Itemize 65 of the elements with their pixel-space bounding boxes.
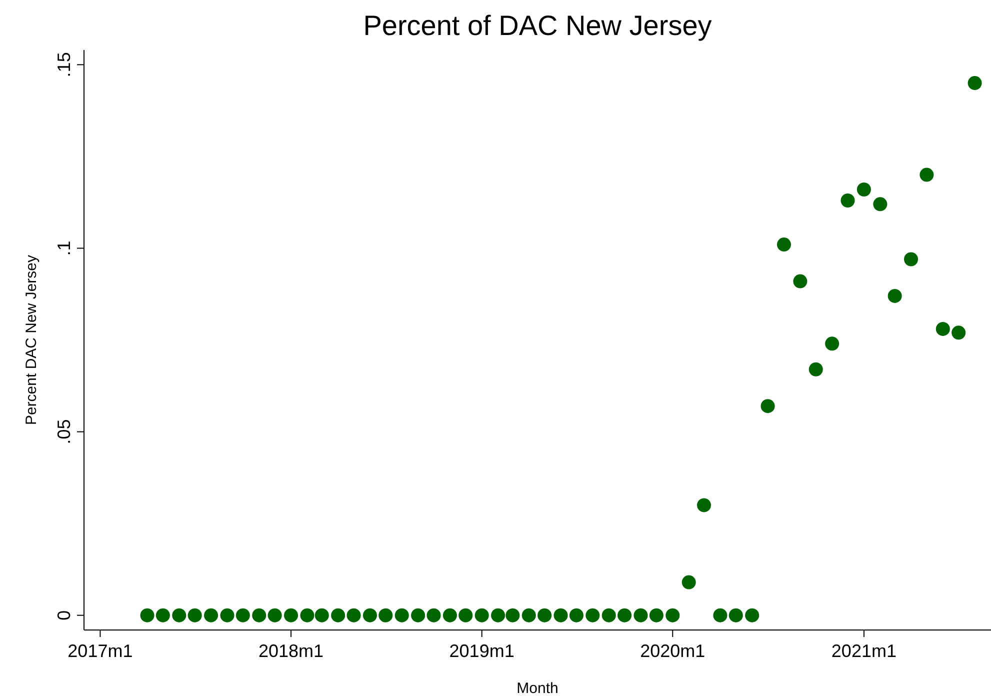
point	[204, 608, 218, 622]
point	[252, 608, 266, 622]
point	[284, 608, 298, 622]
point	[936, 322, 950, 336]
point	[793, 274, 808, 288]
point	[602, 608, 616, 622]
point	[666, 608, 680, 622]
point	[506, 608, 520, 622]
y-tick-label: .15	[54, 52, 74, 78]
point	[569, 608, 584, 622]
point	[554, 608, 568, 622]
point	[618, 608, 632, 622]
x-tick-label: 2017m1	[68, 641, 133, 661]
y-axis-title: Percent DAC New Jersey	[23, 254, 40, 426]
chart-title: Percent of DAC New Jersey	[363, 10, 712, 41]
point	[394, 608, 409, 622]
point	[300, 608, 314, 622]
x-tick-label: 2021m1	[831, 641, 896, 661]
x-axis-title: Month	[516, 680, 558, 696]
point	[682, 575, 696, 590]
point	[920, 168, 934, 182]
y-tick-label: .05	[54, 419, 74, 444]
point	[378, 608, 393, 622]
point	[760, 399, 775, 414]
x-tick-label: 2019m1	[449, 641, 514, 661]
point	[522, 608, 536, 622]
point	[140, 608, 154, 622]
point	[491, 608, 506, 622]
point	[888, 288, 902, 303]
point	[220, 608, 234, 622]
point	[474, 608, 489, 622]
point	[586, 608, 600, 622]
point	[268, 608, 282, 622]
point	[172, 608, 186, 622]
point	[873, 197, 888, 212]
point	[236, 608, 250, 622]
point	[713, 608, 728, 622]
point	[346, 608, 361, 622]
point	[745, 608, 760, 622]
point	[362, 608, 377, 622]
point	[856, 182, 871, 196]
point	[968, 76, 982, 90]
y-tick-label: 0	[54, 610, 74, 620]
point	[156, 608, 170, 622]
point	[411, 608, 426, 622]
point	[331, 608, 346, 622]
point	[825, 336, 840, 351]
point	[728, 608, 743, 622]
point	[776, 238, 791, 252]
point	[904, 252, 918, 266]
point	[426, 608, 441, 622]
point	[808, 362, 823, 376]
point	[649, 608, 664, 622]
point	[314, 608, 329, 622]
point	[538, 608, 552, 622]
x-tick-label: 2020m1	[640, 641, 706, 661]
point	[840, 194, 855, 208]
point	[188, 608, 202, 622]
x-tick-label: 2018m1	[258, 641, 324, 661]
point	[442, 608, 457, 622]
point	[952, 326, 966, 340]
point	[458, 608, 473, 622]
point	[634, 608, 648, 622]
y-tick-label: .1	[54, 240, 74, 256]
point	[697, 498, 711, 512]
